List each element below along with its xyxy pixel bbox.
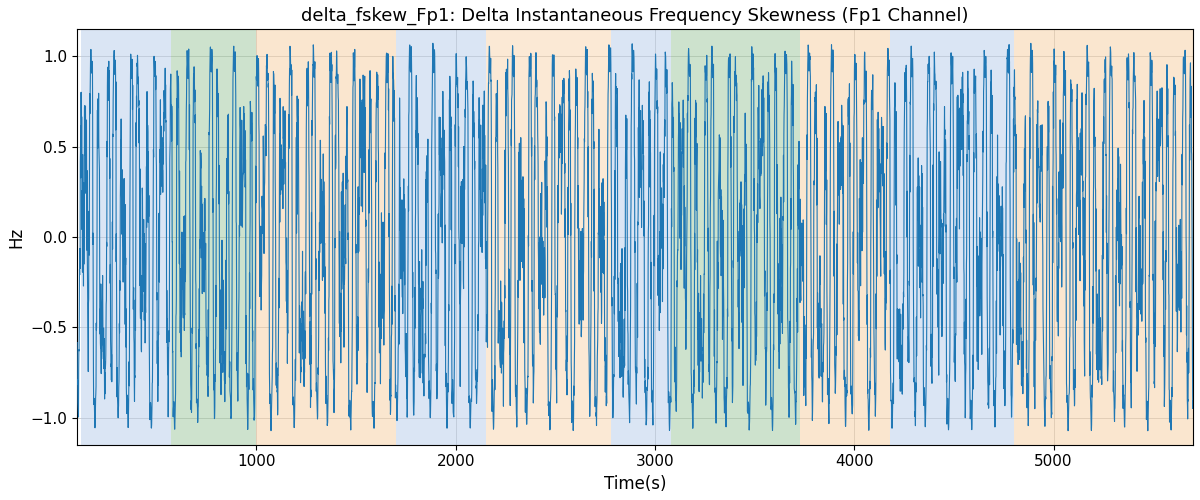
Bar bbox=[170, 30, 257, 445]
Bar bbox=[396, 30, 486, 445]
Bar bbox=[257, 30, 396, 445]
Bar bbox=[671, 30, 800, 445]
Bar bbox=[82, 30, 170, 445]
Bar bbox=[611, 30, 671, 445]
Bar bbox=[1014, 30, 1193, 445]
X-axis label: Time(s): Time(s) bbox=[604, 475, 666, 493]
Bar bbox=[890, 30, 1014, 445]
Bar bbox=[486, 30, 611, 445]
Y-axis label: Hz: Hz bbox=[7, 226, 25, 248]
Title: delta_fskew_Fp1: Delta Instantaneous Frequency Skewness (Fp1 Channel): delta_fskew_Fp1: Delta Instantaneous Fre… bbox=[301, 7, 968, 25]
Bar bbox=[800, 30, 890, 445]
